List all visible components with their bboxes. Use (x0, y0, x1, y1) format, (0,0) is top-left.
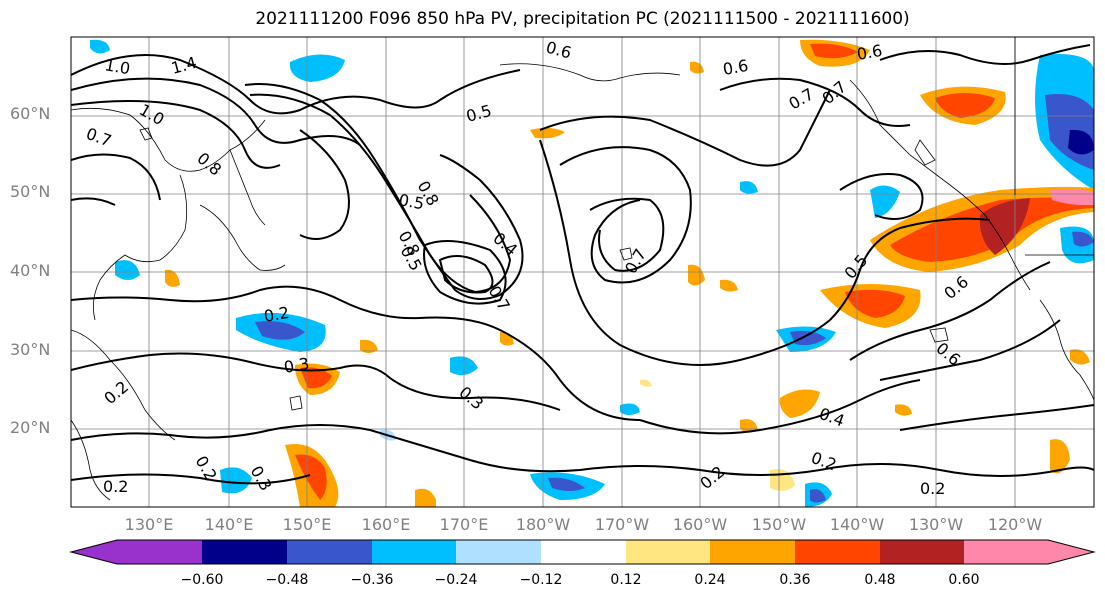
colorbar-tick-label: −0.12 (519, 572, 563, 588)
precipitation-shading (90, 39, 1094, 507)
colorbar-tick-label: −0.60 (180, 572, 224, 588)
contour-label: 0.2 (920, 479, 945, 498)
lon-label: 140°W (829, 515, 885, 534)
lon-label: 150°W (751, 515, 807, 534)
chart-title: 2021111200 F096 850 hPa PV, precipitatio… (255, 9, 910, 29)
contour-label: 1.0 (103, 55, 131, 78)
contour-label: 0.2 (262, 303, 290, 326)
graticule (71, 37, 1094, 507)
colorbar-extend-high (1048, 540, 1094, 564)
colorbar-tick-label: −0.36 (350, 572, 394, 588)
colorbar-tick-label: 0.60 (948, 572, 980, 588)
contour-label: 0.6 (855, 41, 883, 64)
lon-label: 160°W (672, 515, 728, 534)
lon-label: 160°E (361, 515, 411, 534)
contour-label: 0.3 (282, 354, 310, 377)
lon-label: 130°W (908, 515, 964, 534)
lon-label: 120°W (987, 515, 1043, 534)
colorbar-tick-label: −0.48 (265, 572, 309, 588)
colorbar-tick-label: 0.48 (864, 572, 896, 588)
lat-label: 30°N (10, 340, 51, 359)
lon-label: 180°W (515, 515, 571, 534)
contour-label: 0.6 (721, 56, 749, 79)
lon-label: 170°W (594, 515, 650, 534)
pv-contours (71, 44, 1094, 485)
colorbar-extend-low (71, 540, 117, 564)
lat-label: 40°N (10, 261, 51, 280)
lon-label: 150°E (282, 515, 332, 534)
colorbar-tick-label: 0.36 (779, 572, 811, 588)
colorbar-tick-label: 0.12 (610, 572, 642, 588)
lon-label: 140°E (204, 515, 254, 534)
lat-label: 60°N (10, 104, 51, 123)
coastlines (71, 37, 1094, 501)
colorbar-tick-label: 0.24 (694, 572, 726, 588)
map-area: 1.0 1.4 1.0 0.7 0.8 0.6 0.5 0.8 0.5 0.8 … (70, 36, 1095, 508)
lon-label: 170°E (439, 515, 489, 534)
contour-label: 0.2 (103, 477, 128, 496)
lat-label: 20°N (10, 418, 51, 437)
contour-label: 0.5 (397, 190, 425, 213)
lon-label: 130°E (124, 515, 174, 534)
colorbar (69, 539, 1096, 565)
colorbar-tick-label: −0.24 (434, 572, 478, 588)
lat-label: 50°N (10, 182, 51, 201)
